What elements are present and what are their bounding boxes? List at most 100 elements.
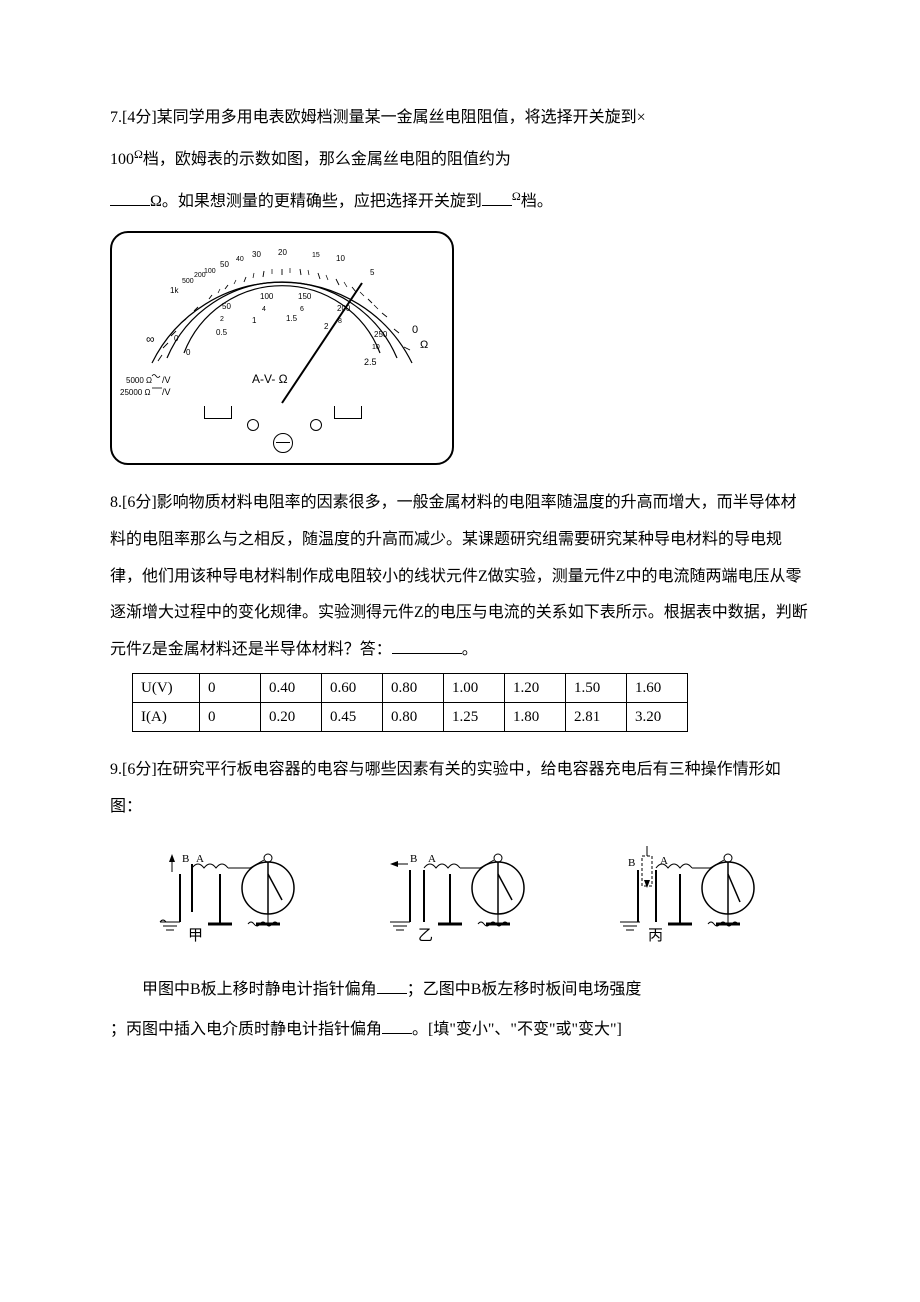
table-row: U(V) 0 0.40 0.60 0.80 1.00 1.20 1.50 1.6…: [133, 674, 688, 703]
q9-line2: 甲图中B板上移时静电计指针偏角 ；乙图中B板左移时板间电场强度: [110, 972, 810, 1009]
q7-100: 100: [110, 151, 134, 168]
th-u: U(V): [133, 674, 200, 703]
circuit-bing: BA 丙: [610, 844, 770, 954]
cell: 2.81: [566, 703, 627, 732]
svg-text:10: 10: [372, 344, 380, 351]
svg-text:10: 10: [336, 254, 345, 263]
q9-l3b: 。[填"变小"、"不变"或"变大"]: [412, 1021, 622, 1038]
svg-text:1.5: 1.5: [286, 314, 298, 323]
svg-text:0: 0: [186, 348, 191, 357]
svg-text:4: 4: [262, 306, 266, 313]
svg-text:6: 6: [300, 306, 304, 313]
circuit-jia-svg: BA: [150, 844, 310, 954]
blank-3[interactable]: [392, 637, 462, 654]
cell: 1.80: [505, 703, 566, 732]
svg-text:250: 250: [374, 330, 388, 339]
q7-line3: Ω。如果想测量的更精确些，应把选择开关旋到 Ω档。: [110, 183, 810, 221]
svg-text:50: 50: [220, 260, 229, 269]
svg-text:B: B: [182, 853, 189, 865]
blank-4[interactable]: [377, 977, 407, 994]
svg-text:A: A: [196, 853, 204, 865]
q8-body: 8.[6分]影响物质材料电阻率的因素很多，一般金属材料的电阻率随温度的升高而增大…: [110, 494, 808, 658]
cell: 1.20: [505, 674, 566, 703]
q9-figures: BA 甲 BA: [110, 844, 810, 954]
svg-text:0: 0: [412, 324, 418, 336]
label-jia: 甲: [188, 919, 203, 954]
blank-1[interactable]: [110, 189, 150, 206]
circuit-yi: BA 乙: [380, 844, 540, 954]
svg-text:A: A: [660, 855, 668, 867]
svg-text:B: B: [410, 853, 417, 865]
cell: 1.25: [444, 703, 505, 732]
cell: 0.45: [322, 703, 383, 732]
multimeter-figure: ∞ 0 Ω 0 50 100 150 200 250 2 4 6 8 10 0 …: [110, 231, 810, 465]
svg-text:2.5: 2.5: [364, 357, 377, 367]
svg-text:40: 40: [236, 256, 244, 263]
cell: 0.80: [383, 703, 444, 732]
svg-text:1: 1: [252, 316, 257, 325]
meter-bracket-left: [204, 406, 232, 419]
svg-text:5: 5: [370, 268, 375, 277]
svg-text:1k: 1k: [170, 286, 179, 295]
q7-line2b: 档，欧姆表的示数如图，那么金属丝电阻的阻值约为: [143, 151, 511, 168]
svg-text:/V: /V: [162, 375, 171, 385]
blank-5[interactable]: [382, 1017, 412, 1034]
cell: 0.60: [322, 674, 383, 703]
q8-text: 8.[6分]影响物质材料电阻率的因素很多，一般金属材料的电阻率随温度的升高而增大…: [110, 485, 810, 669]
svg-text:0.5: 0.5: [216, 328, 228, 337]
svg-text:100: 100: [204, 268, 216, 275]
meter-center-label: A-V- Ω: [252, 372, 288, 386]
circuit-yi-svg: BA: [380, 844, 540, 954]
svg-text:150: 150: [298, 292, 312, 301]
svg-text:500: 500: [182, 278, 194, 285]
svg-text:∞: ∞: [146, 332, 155, 346]
svg-text:30: 30: [252, 250, 261, 259]
q7-line1: 7.[4分]某同学用多用电表欧姆档测量某一金属丝电阻阻值，将选择开关旋到×: [110, 100, 810, 137]
q7-line3b: 档。: [521, 193, 553, 210]
cell: 1.50: [566, 674, 627, 703]
q9-line3: ；丙图中插入电介质时静电计指针偏角 。[填"变小"、"不变"或"变大"]: [110, 1012, 810, 1049]
meter-adjust-knob: [273, 433, 293, 453]
q9-line1: 9.[6分]在研究平行板电容器的电容与哪些因素有关的实验中，给电容器充电后有三种…: [110, 752, 810, 826]
table-row: I(A) 0 0.20 0.45 0.80 1.25 1.80 2.81 3.2…: [133, 703, 688, 732]
svg-text:15: 15: [312, 252, 320, 259]
blank-2[interactable]: [482, 189, 512, 206]
q9-l2b: ；乙图中B板左移时板间电场强度: [407, 981, 642, 998]
cell: 3.20: [627, 703, 688, 732]
svg-text:Ω: Ω: [420, 339, 428, 351]
svg-text:B: B: [628, 857, 635, 869]
cell: 0.80: [383, 674, 444, 703]
meter-terminal-1: [247, 419, 259, 431]
q7-line2: 100Ω档，欧姆表的示数如图，那么金属丝电阻的阻值约为: [110, 141, 810, 179]
svg-text:A: A: [428, 853, 436, 865]
svg-text:25000 Ω: 25000 Ω: [120, 388, 150, 397]
q9-l3a: ；丙图中插入电介质时静电计指针偏角: [110, 1021, 382, 1038]
cell: 0: [200, 703, 261, 732]
label-yi: 乙: [418, 919, 433, 954]
svg-text:20: 20: [278, 248, 287, 257]
svg-text:100: 100: [260, 292, 274, 301]
svg-text:2: 2: [220, 316, 224, 323]
cell: 0.20: [261, 703, 322, 732]
meter-body: ∞ 0 Ω 0 50 100 150 200 250 2 4 6 8 10 0 …: [110, 231, 454, 465]
svg-text:50: 50: [222, 302, 231, 311]
ohm-sup-1: Ω: [134, 147, 143, 161]
q7-line3a: Ω。如果想测量的更精确些，应把选择开关旋到: [150, 193, 482, 210]
cell: 1.60: [627, 674, 688, 703]
meter-terminal-2: [310, 419, 322, 431]
meter-svg: ∞ 0 Ω 0 50 100 150 200 250 2 4 6 8 10 0 …: [112, 233, 452, 463]
meter-bracket-right: [334, 406, 362, 419]
ohm-sup-2: Ω: [512, 189, 521, 203]
circuit-bing-svg: BA: [610, 844, 770, 954]
circuit-jia: BA 甲: [150, 844, 310, 954]
svg-text:/V: /V: [162, 387, 171, 397]
q9-l2a: 甲图中B板上移时静电计指针偏角: [142, 981, 377, 998]
cell: 0: [200, 674, 261, 703]
label-bing: 丙: [648, 919, 663, 954]
svg-text:2: 2: [324, 322, 329, 331]
svg-text:0: 0: [174, 334, 179, 343]
cell: 0.40: [261, 674, 322, 703]
svg-text:5000 Ω: 5000 Ω: [126, 376, 152, 385]
th-i: I(A): [133, 703, 200, 732]
q8-tail: 。: [462, 641, 478, 658]
